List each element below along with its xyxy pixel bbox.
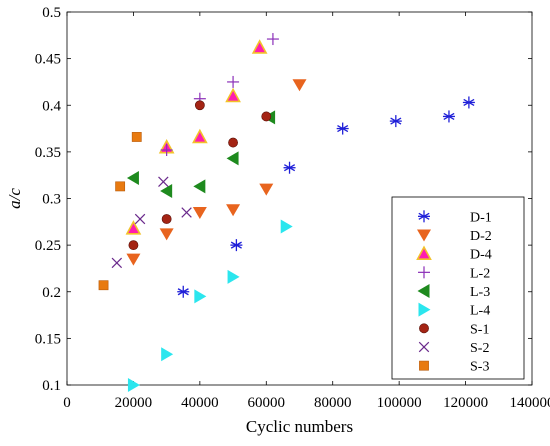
data-point (193, 130, 206, 142)
data-point (195, 101, 204, 110)
data-point (112, 258, 122, 268)
x-axis-label: Cyclic numbers (246, 417, 353, 436)
y-tick-label: 0.25 (35, 238, 61, 254)
data-point (194, 289, 206, 303)
data-point (259, 184, 273, 196)
y-tick-label: 0.5 (42, 5, 61, 21)
data-point (127, 171, 139, 185)
y-tick-label: 0.2 (42, 285, 61, 301)
legend-label: S-1 (470, 322, 489, 337)
data-point (129, 241, 138, 250)
x-tick-label: 120000 (443, 395, 488, 411)
y-tick-label: 0.1 (42, 378, 61, 394)
data-point (127, 222, 140, 234)
legend-label: L-3 (470, 285, 490, 300)
data-point (226, 204, 240, 216)
series-d-4 (127, 41, 266, 234)
data-point (284, 162, 296, 174)
y-tick-label: 0.15 (35, 331, 61, 347)
legend-marker (419, 324, 428, 333)
y-tick-label: 0.35 (35, 145, 61, 161)
data-point (177, 286, 189, 298)
data-point (253, 41, 266, 53)
series-l-4 (128, 219, 293, 392)
legend-label: S-2 (470, 341, 489, 356)
data-point (132, 132, 141, 141)
series-s-1 (129, 101, 271, 250)
data-point (228, 270, 240, 284)
legend-label: D-2 (470, 229, 492, 244)
data-point (128, 378, 140, 392)
data-point (337, 123, 349, 135)
y-tick-label: 0.45 (35, 52, 61, 68)
legend-label: L-4 (470, 304, 490, 319)
x-tick-label: 80000 (314, 395, 352, 411)
data-point (227, 76, 239, 88)
data-point (390, 115, 402, 127)
x-tick-label: 100000 (377, 395, 422, 411)
data-point (227, 151, 239, 165)
data-point (230, 239, 242, 251)
data-point (126, 254, 140, 266)
data-point (281, 219, 293, 233)
data-point (293, 79, 307, 91)
data-point (160, 184, 172, 198)
data-point (161, 347, 173, 361)
data-point (262, 112, 271, 121)
x-tick-label: 20000 (115, 395, 153, 411)
legend-label: D-4 (470, 248, 492, 263)
series-d-2 (126, 79, 306, 265)
y-axis-label: a/c (5, 188, 24, 209)
data-point (228, 138, 237, 147)
x-tick-label: 40000 (181, 395, 219, 411)
legend-label: L-2 (470, 266, 490, 281)
legend: D-1 D-2 D-4 L-2 L-3 L-4 S-1 S-2 S-3 (392, 197, 524, 379)
data-point (135, 214, 145, 224)
legend-box (392, 197, 524, 379)
data-point (182, 208, 192, 218)
y-tick-label: 0.4 (42, 98, 61, 114)
x-tick-label: 140000 (510, 395, 550, 411)
data-point (162, 214, 171, 223)
y-tick-label: 0.3 (42, 192, 61, 208)
series-l-3 (127, 110, 275, 198)
data-point (227, 89, 240, 101)
x-tick-label: 0 (63, 395, 71, 411)
data-point (160, 228, 174, 240)
data-point (443, 110, 455, 122)
data-point (161, 144, 173, 156)
data-point (99, 281, 108, 290)
data-point (463, 96, 475, 108)
data-point (159, 177, 169, 187)
x-tick-label: 60000 (248, 395, 286, 411)
data-point (267, 33, 279, 45)
data-point (116, 182, 125, 191)
legend-label: D-1 (470, 210, 492, 225)
data-point (193, 207, 207, 219)
legend-label: S-3 (470, 360, 489, 375)
data-point (193, 179, 205, 193)
legend-marker (419, 361, 428, 370)
